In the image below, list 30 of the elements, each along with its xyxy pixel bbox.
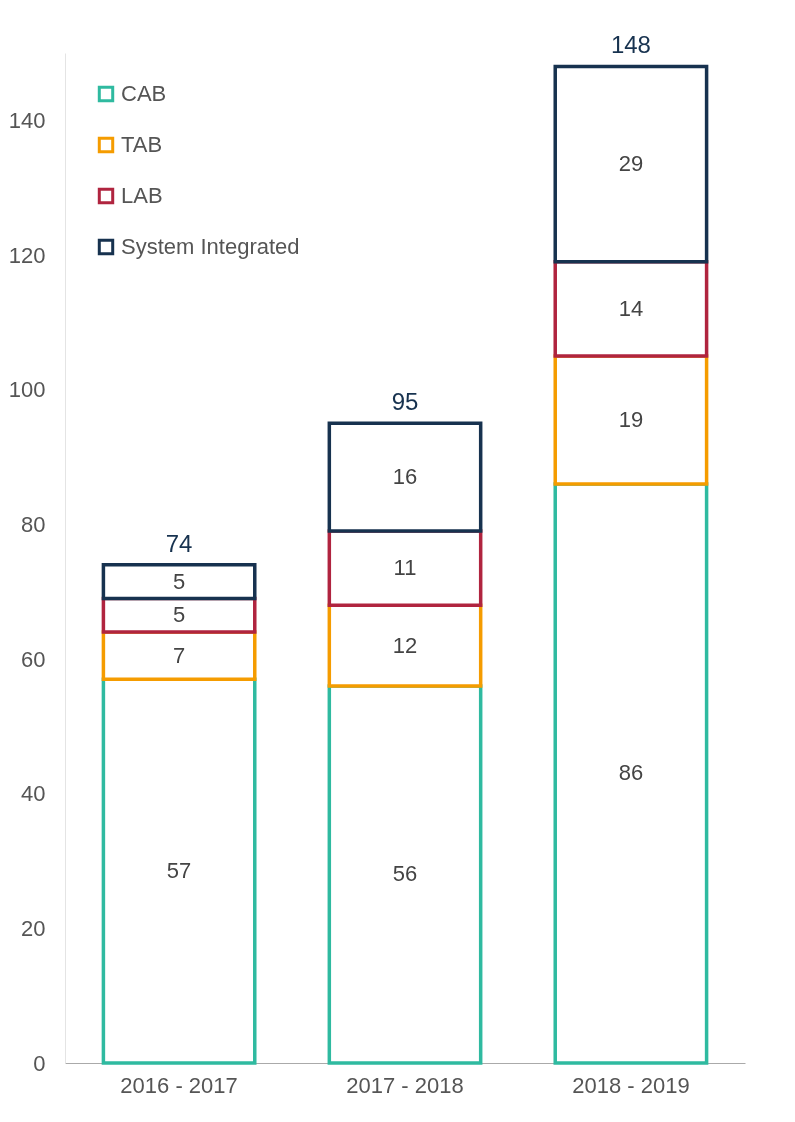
y-tick-label: 20	[21, 915, 46, 941]
total-label: 74	[165, 529, 193, 557]
y-tick-label: 140	[8, 107, 46, 133]
legend-label: TAB	[121, 132, 163, 157]
y-tick-label: 60	[21, 646, 46, 672]
legend-label: LAB	[121, 183, 163, 208]
total-label: 95	[391, 388, 419, 416]
data-label: 16	[392, 464, 418, 490]
data-label: 86	[618, 760, 644, 786]
x-tick-label: 2017 - 2018	[346, 1072, 464, 1098]
data-label: 5	[172, 568, 186, 594]
legend-label: CAB	[121, 81, 167, 106]
x-tick-label: 2016 - 2017	[120, 1072, 238, 1098]
data-label: 57	[166, 858, 192, 884]
data-label: 29	[618, 151, 644, 177]
data-label: 19	[618, 406, 644, 432]
data-label: 12	[392, 632, 418, 658]
data-label: 7	[172, 642, 186, 668]
y-tick-label: 80	[21, 511, 46, 537]
data-label: 56	[392, 861, 418, 887]
x-tick-label: 2018 - 2019	[572, 1072, 690, 1098]
y-tick-label: 100	[8, 377, 46, 403]
data-label: 11	[393, 555, 417, 581]
data-label: 5	[172, 602, 186, 628]
y-tick-label: 40	[21, 781, 46, 807]
data-label: 14	[618, 295, 644, 321]
total-label: 148	[610, 31, 651, 59]
y-tick-label: 120	[8, 242, 46, 268]
legend-label: System Integrated	[121, 234, 300, 259]
y-tick-label: 0	[33, 1050, 46, 1076]
